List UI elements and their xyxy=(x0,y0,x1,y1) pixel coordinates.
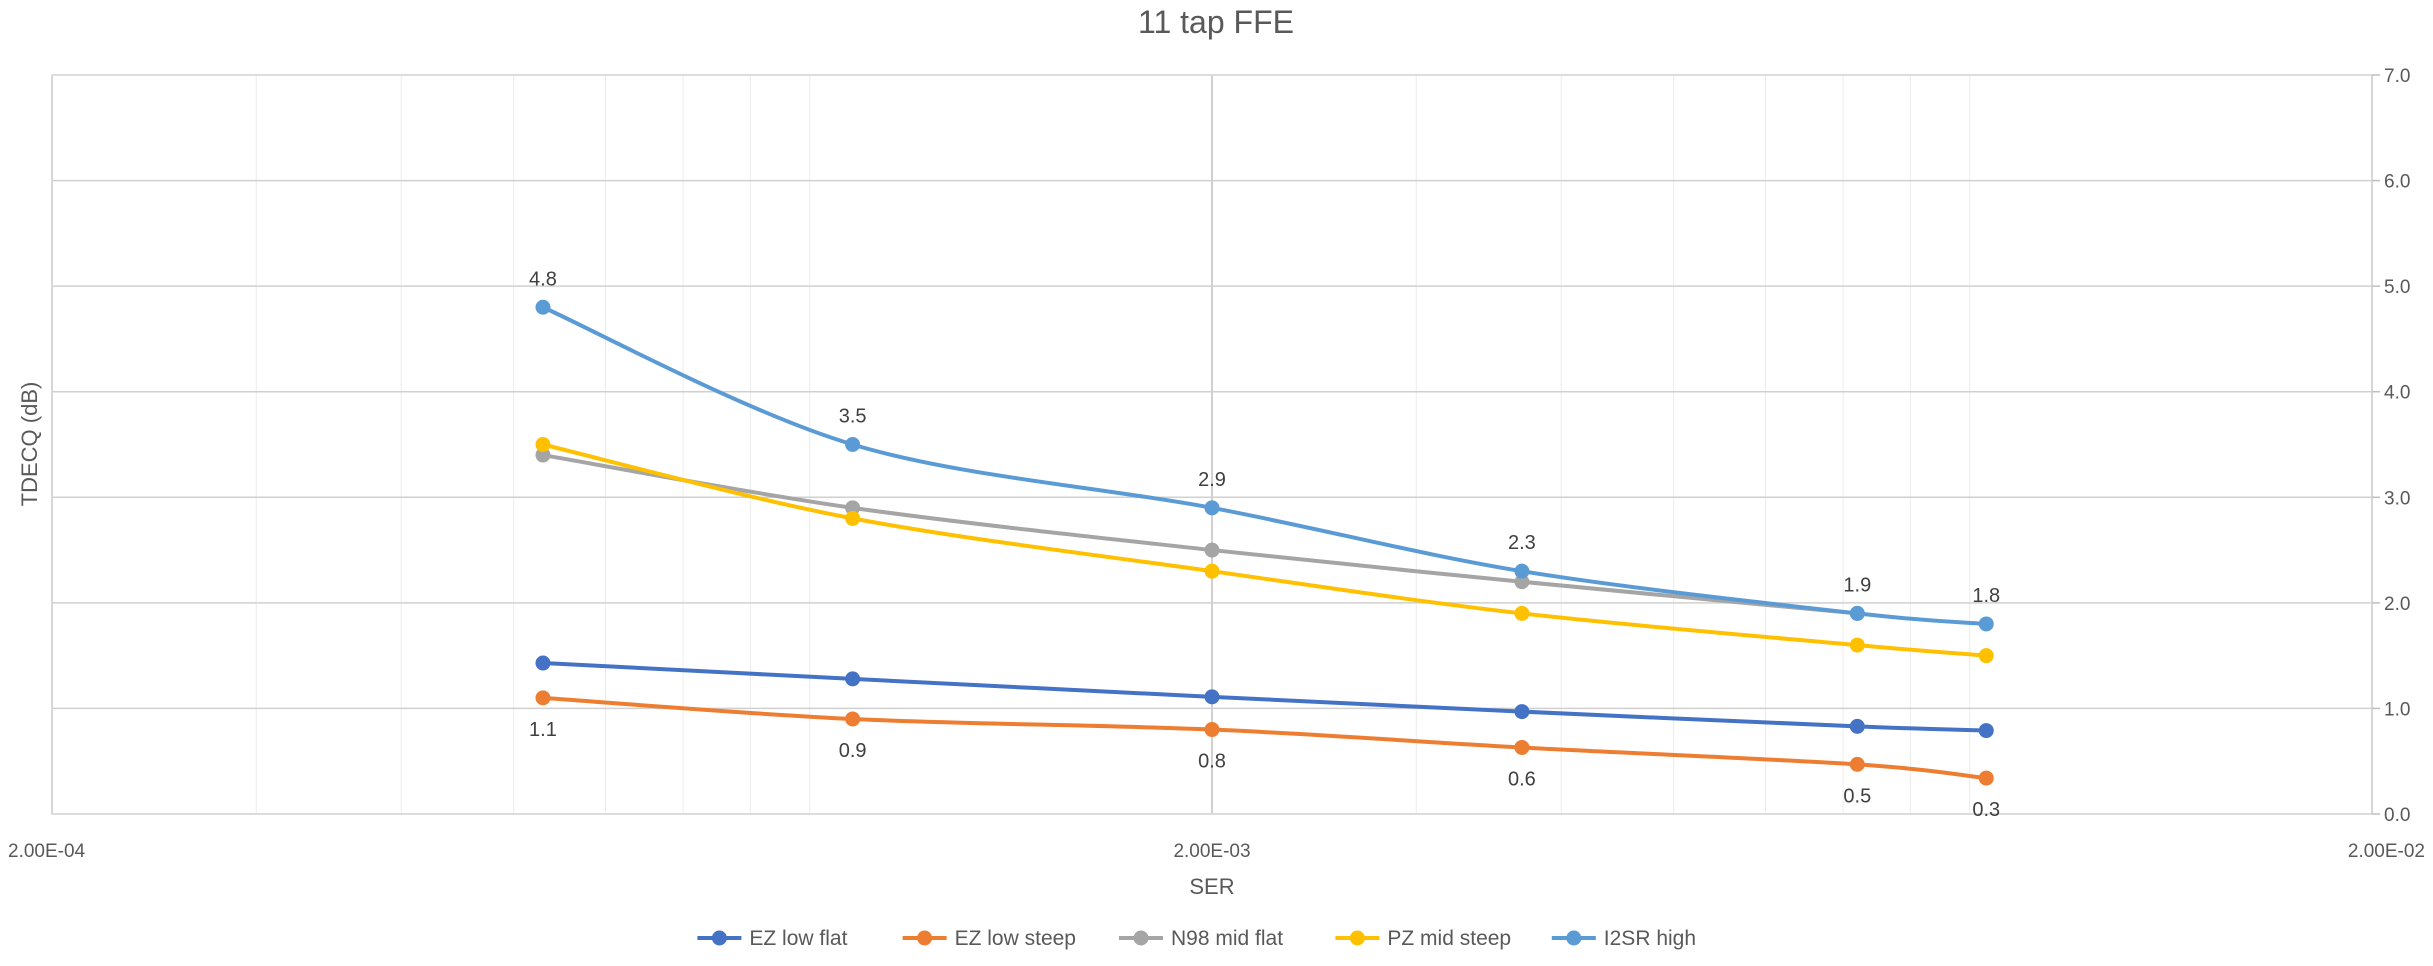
series-ez-low-flat xyxy=(535,655,1994,739)
series-line xyxy=(540,695,1989,781)
data-label: 0.5 xyxy=(1843,785,1871,807)
data-point xyxy=(1849,756,1865,772)
data-point xyxy=(1514,563,1530,579)
y-tick-label: 4.0 xyxy=(2384,383,2410,404)
data-label: 4.8 xyxy=(529,268,557,290)
data-point xyxy=(845,500,861,516)
legend-label: N98 mid flat xyxy=(1171,927,1283,950)
data-point xyxy=(1978,648,1994,664)
data-point xyxy=(1204,500,1220,516)
y-tick-label: 2.0 xyxy=(2384,594,2410,615)
legend-swatch-marker xyxy=(917,930,933,946)
data-point xyxy=(845,711,861,727)
data-point xyxy=(1514,605,1530,621)
data-label: 0.8 xyxy=(1198,751,1226,773)
legend-item: N98 mid flat xyxy=(1119,927,1283,950)
y-tick-label: 7.0 xyxy=(2384,66,2410,87)
data-point xyxy=(535,447,551,463)
data-point xyxy=(1978,770,1994,786)
data-label: 0.9 xyxy=(839,740,867,762)
data-label: 1.1 xyxy=(529,719,557,741)
y-axis-ticks: 0.0 1.0 2.0 3.0 4.0 5.0 6.0 7.0 xyxy=(2372,66,2410,826)
data-point xyxy=(1514,574,1530,590)
data-label: 2.9 xyxy=(1198,469,1226,491)
y-tick-label: 6.0 xyxy=(2384,172,2410,193)
data-point xyxy=(1204,722,1220,738)
legend-item: PZ mid steep xyxy=(1335,927,1511,950)
data-label: 1.9 xyxy=(1843,574,1871,596)
data-point xyxy=(1978,616,1994,632)
plot-area-border xyxy=(51,74,2373,815)
data-label: 0.6 xyxy=(1508,768,1536,790)
legend-item: I2SR high xyxy=(1551,927,1696,950)
y-axis-title: TDECQ (dB) xyxy=(17,382,42,507)
data-point xyxy=(535,299,551,315)
legend-swatch-marker xyxy=(711,930,727,946)
data-label: 3.5 xyxy=(839,406,867,428)
y-tick-label: 5.0 xyxy=(2384,277,2410,298)
chart-title: 11 tap FFE xyxy=(1138,4,1294,40)
legend: EZ low flat EZ low steep N98 mid flat PZ mi… xyxy=(697,927,1696,950)
y-tick-label: 0.0 xyxy=(2384,805,2410,826)
data-point xyxy=(1204,689,1220,705)
data-point xyxy=(845,671,861,687)
data-point xyxy=(535,437,551,452)
x-axis-title: SER xyxy=(1189,874,1234,899)
series-i2sr-high xyxy=(535,299,1994,632)
data-point xyxy=(1978,723,1994,739)
data-label: 1.8 xyxy=(1972,585,2000,607)
series-layer xyxy=(535,299,1994,786)
data-point xyxy=(1849,637,1865,653)
data-point xyxy=(1514,704,1530,720)
legend-label: EZ low steep xyxy=(955,927,1076,950)
y-tick-label: 1.0 xyxy=(2384,699,2410,720)
data-point xyxy=(535,690,551,706)
data-point xyxy=(845,510,861,526)
x-tick-label: 2.00E-03 xyxy=(1173,841,1250,862)
legend-label: I2SR high xyxy=(1604,927,1696,950)
legend-label: PZ mid steep xyxy=(1387,927,1511,950)
series-line xyxy=(540,661,1989,733)
data-labels-layer: 1.1 0.9 0.8 0.6 0.5 0.3 4.8 3.5 2.9 2.3 1.9 1.8 xyxy=(529,268,2000,821)
legend-swatch-marker xyxy=(1566,930,1582,946)
data-point xyxy=(535,655,551,671)
data-point xyxy=(1204,563,1220,579)
x-axis-ticks: 2.00E-04 2.00E-03 2.00E-02 xyxy=(8,841,2425,862)
data-label: 2.3 xyxy=(1508,532,1536,554)
y-tick-label: 3.0 xyxy=(2384,488,2410,509)
series-line xyxy=(540,305,1989,626)
series-line xyxy=(540,442,1989,658)
data-point xyxy=(1849,605,1865,621)
legend-swatch-marker xyxy=(1349,930,1365,946)
data-label: 0.3 xyxy=(1972,799,2000,821)
legend-item: EZ low steep xyxy=(902,927,1076,950)
x-tick-label: 2.00E-02 xyxy=(2348,841,2425,862)
data-point xyxy=(1514,739,1530,755)
data-point xyxy=(1204,542,1220,558)
x-tick-label: 2.00E-04 xyxy=(8,841,86,862)
legend-swatch-marker xyxy=(1133,930,1149,946)
series-ez-low-steep xyxy=(535,690,1994,786)
data-point xyxy=(845,437,861,452)
legend-label: EZ low flat xyxy=(749,927,847,950)
series-pz-mid-steep xyxy=(535,437,1994,664)
legend-item: EZ low flat xyxy=(697,927,848,950)
data-point xyxy=(1849,718,1865,734)
